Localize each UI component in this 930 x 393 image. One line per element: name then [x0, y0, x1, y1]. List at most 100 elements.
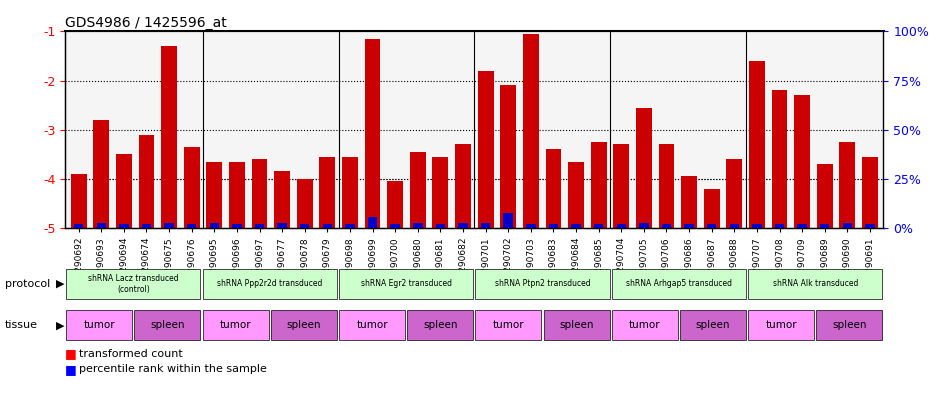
- Bar: [478, 71, 494, 228]
- Bar: [232, 224, 242, 228]
- Text: GDS4986 / 1425596_at: GDS4986 / 1425596_at: [65, 16, 227, 30]
- Bar: [345, 224, 354, 228]
- Text: tissue: tissue: [5, 320, 37, 330]
- FancyBboxPatch shape: [203, 269, 337, 299]
- Bar: [93, 120, 109, 228]
- FancyBboxPatch shape: [339, 269, 473, 299]
- Text: protocol: protocol: [5, 279, 50, 289]
- FancyBboxPatch shape: [749, 269, 883, 299]
- Text: tumor: tumor: [629, 320, 660, 330]
- FancyBboxPatch shape: [475, 310, 541, 340]
- Bar: [458, 223, 468, 228]
- Bar: [704, 189, 720, 228]
- Bar: [775, 224, 784, 228]
- Bar: [391, 224, 400, 228]
- FancyBboxPatch shape: [203, 310, 269, 340]
- FancyBboxPatch shape: [817, 310, 883, 340]
- Bar: [658, 144, 674, 228]
- Text: ▶: ▶: [56, 279, 64, 289]
- Text: shRNA Ppp2r2d transduced: shRNA Ppp2r2d transduced: [217, 279, 323, 288]
- Bar: [503, 213, 513, 228]
- Text: shRNA Alk transduced: shRNA Alk transduced: [773, 279, 858, 288]
- Bar: [206, 162, 222, 228]
- Bar: [749, 61, 764, 228]
- Bar: [161, 46, 177, 228]
- Bar: [843, 223, 852, 228]
- Bar: [636, 108, 652, 228]
- Bar: [817, 164, 832, 228]
- Text: spleen: spleen: [423, 320, 458, 330]
- Text: shRNA Ptpn2 transduced: shRNA Ptpn2 transduced: [495, 279, 591, 288]
- Text: transformed count: transformed count: [79, 349, 183, 359]
- Text: ▶: ▶: [56, 320, 64, 330]
- Text: tumor: tumor: [765, 320, 797, 330]
- Bar: [481, 223, 490, 228]
- Bar: [435, 224, 445, 228]
- FancyBboxPatch shape: [612, 310, 678, 340]
- FancyBboxPatch shape: [475, 269, 609, 299]
- Bar: [707, 224, 716, 228]
- Text: tumor: tumor: [356, 320, 388, 330]
- Text: percentile rank within the sample: percentile rank within the sample: [79, 364, 267, 375]
- Text: spleen: spleen: [559, 320, 594, 330]
- Bar: [97, 223, 106, 228]
- Bar: [209, 223, 219, 228]
- FancyBboxPatch shape: [407, 310, 473, 340]
- Bar: [662, 224, 671, 228]
- FancyBboxPatch shape: [680, 310, 746, 340]
- Bar: [546, 149, 562, 228]
- Bar: [639, 223, 648, 228]
- Text: shRNA Arhgap5 transduced: shRNA Arhgap5 transduced: [626, 279, 732, 288]
- Bar: [840, 142, 856, 228]
- Bar: [500, 86, 516, 228]
- Bar: [300, 224, 310, 228]
- Text: spleen: spleen: [696, 320, 730, 330]
- Text: spleen: spleen: [832, 320, 867, 330]
- Text: tumor: tumor: [219, 320, 251, 330]
- Bar: [274, 171, 290, 228]
- FancyBboxPatch shape: [339, 310, 405, 340]
- Bar: [73, 224, 84, 228]
- Bar: [365, 39, 380, 228]
- Bar: [794, 95, 810, 228]
- Bar: [571, 224, 580, 228]
- Bar: [297, 179, 312, 228]
- Bar: [410, 152, 426, 228]
- Bar: [432, 157, 448, 228]
- Bar: [413, 223, 422, 228]
- Bar: [797, 224, 807, 228]
- Bar: [229, 162, 245, 228]
- Bar: [252, 159, 268, 228]
- Bar: [614, 144, 630, 228]
- Bar: [684, 224, 694, 228]
- FancyBboxPatch shape: [66, 269, 200, 299]
- Bar: [119, 224, 128, 228]
- FancyBboxPatch shape: [135, 310, 200, 340]
- Bar: [681, 176, 697, 228]
- Text: spleen: spleen: [286, 320, 321, 330]
- FancyBboxPatch shape: [749, 310, 814, 340]
- Bar: [165, 223, 174, 228]
- Bar: [523, 34, 538, 228]
- Bar: [387, 181, 403, 228]
- Bar: [323, 224, 332, 228]
- Bar: [568, 162, 584, 228]
- Bar: [139, 134, 154, 228]
- FancyBboxPatch shape: [612, 269, 746, 299]
- Text: shRNA Lacz transduced
(control): shRNA Lacz transduced (control): [88, 274, 179, 294]
- FancyBboxPatch shape: [271, 310, 337, 340]
- Bar: [726, 159, 742, 228]
- Text: spleen: spleen: [150, 320, 185, 330]
- Bar: [617, 224, 626, 228]
- Bar: [455, 144, 471, 228]
- Bar: [772, 90, 788, 228]
- Bar: [319, 157, 335, 228]
- Bar: [865, 224, 875, 228]
- Bar: [549, 224, 558, 228]
- Bar: [526, 224, 536, 228]
- Bar: [820, 224, 830, 228]
- Bar: [342, 157, 358, 228]
- Bar: [368, 217, 378, 228]
- Bar: [277, 223, 286, 228]
- Bar: [71, 174, 86, 228]
